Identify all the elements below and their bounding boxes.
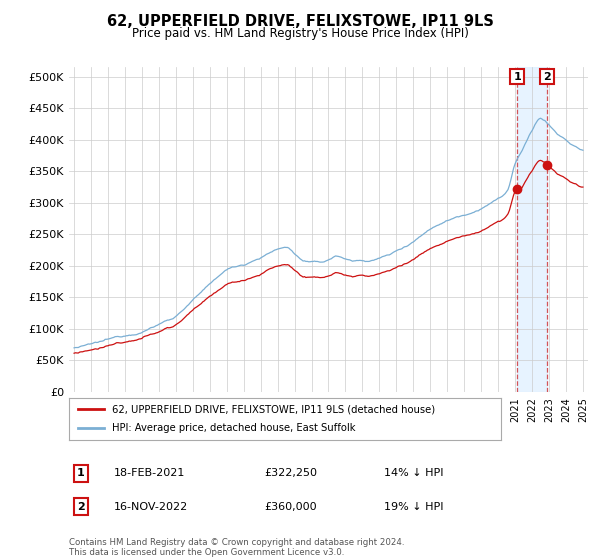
- Text: Contains HM Land Registry data © Crown copyright and database right 2024.
This d: Contains HM Land Registry data © Crown c…: [69, 538, 404, 557]
- Bar: [517, 67, 547, 392]
- Text: 14% ↓ HPI: 14% ↓ HPI: [384, 468, 443, 478]
- Text: 2: 2: [543, 72, 551, 82]
- Text: Price paid vs. HM Land Registry's House Price Index (HPI): Price paid vs. HM Land Registry's House …: [131, 27, 469, 40]
- Text: 62, UPPERFIELD DRIVE, FELIXSTOWE, IP11 9LS (detached house): 62, UPPERFIELD DRIVE, FELIXSTOWE, IP11 9…: [112, 404, 436, 414]
- Text: £360,000: £360,000: [264, 502, 317, 512]
- Text: £322,250: £322,250: [264, 468, 317, 478]
- Text: 18-FEB-2021: 18-FEB-2021: [114, 468, 185, 478]
- Text: HPI: Average price, detached house, East Suffolk: HPI: Average price, detached house, East…: [112, 423, 356, 433]
- Text: 1: 1: [513, 72, 521, 82]
- Text: 1: 1: [77, 468, 85, 478]
- Text: 62, UPPERFIELD DRIVE, FELIXSTOWE, IP11 9LS: 62, UPPERFIELD DRIVE, FELIXSTOWE, IP11 9…: [107, 14, 493, 29]
- Text: 19% ↓ HPI: 19% ↓ HPI: [384, 502, 443, 512]
- Text: 16-NOV-2022: 16-NOV-2022: [114, 502, 188, 512]
- Text: 2: 2: [77, 502, 85, 512]
